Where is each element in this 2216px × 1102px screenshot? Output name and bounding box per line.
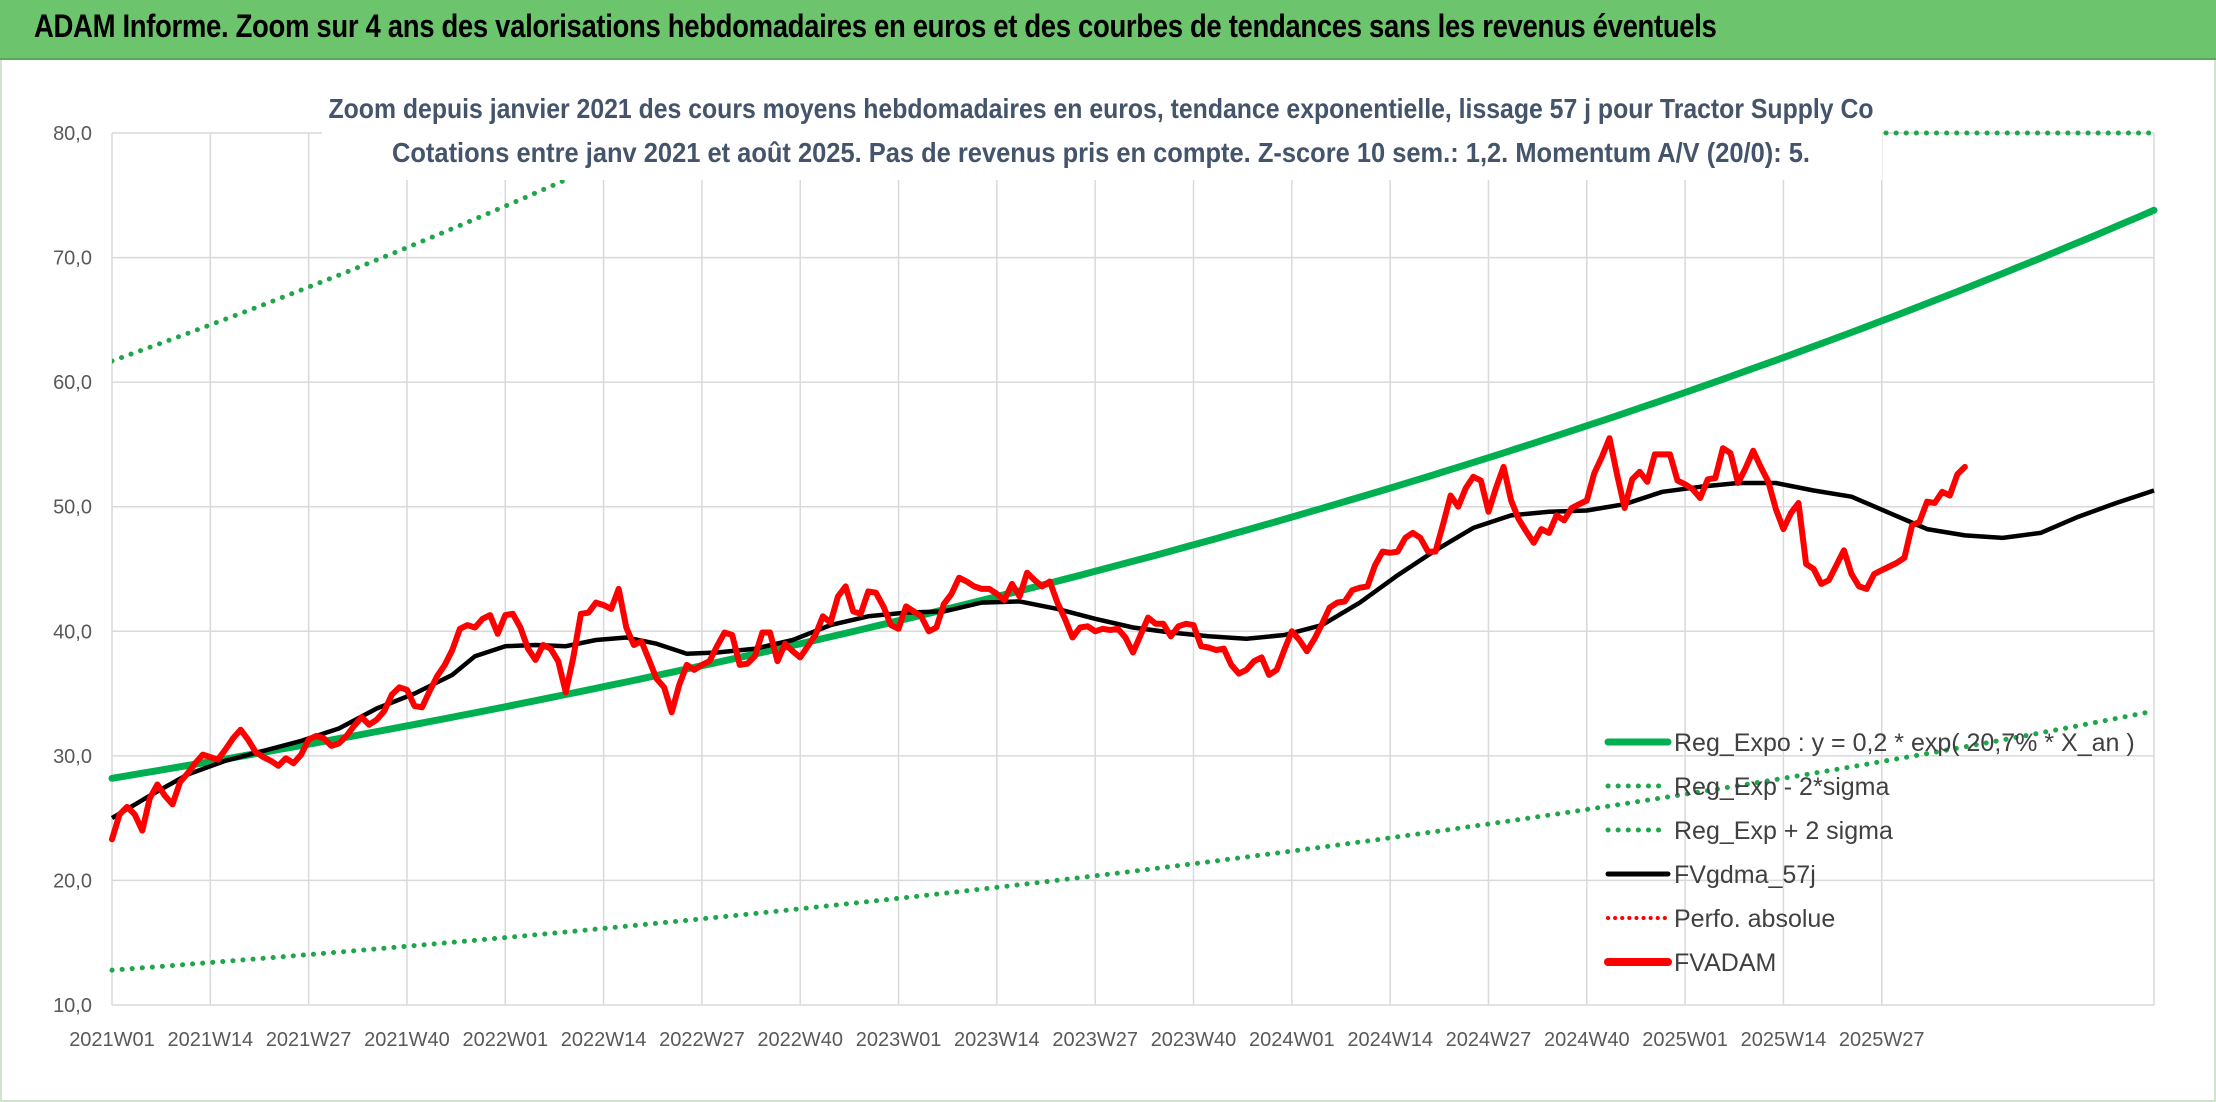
- legend-label: Perfo. absolue: [1674, 905, 1835, 933]
- x-tick-label: 2021W14: [168, 1029, 254, 1051]
- legend: Reg_Expo : y = 0,2 * exp( 20,7% * X_an )…: [1604, 729, 2135, 977]
- banner-title: ADAM Informe. Zoom sur 4 ans des valoris…: [34, 8, 1717, 44]
- y-tick-label: 80,0: [53, 123, 92, 145]
- x-tick-label: 2023W27: [1052, 1029, 1138, 1051]
- chart-title-block: Zoom depuis janvier 2021 des cours moyen…: [322, 84, 1882, 180]
- x-tick-label: 2025W14: [1741, 1029, 1827, 1051]
- reg-expo-trend-line: [108, 206, 2158, 782]
- legend-label: FVADAM: [1674, 949, 1776, 977]
- x-tick-label: 2024W40: [1544, 1029, 1630, 1051]
- x-tick-label: 2021W27: [266, 1029, 352, 1051]
- legend-label: Reg_Expo : y = 0,2 * exp( 20,7% * X_an ): [1674, 729, 2135, 757]
- x-tick-label: 2025W27: [1839, 1029, 1925, 1051]
- fvadam-price-line: [109, 435, 1968, 843]
- chart-title-line2: Cotations entre janv 2021 et août 2025. …: [392, 137, 1810, 168]
- x-tick-label: 2022W27: [659, 1029, 745, 1051]
- y-tick-label: 40,0: [53, 621, 92, 643]
- legend-label: Reg_Exp - 2*sigma: [1674, 773, 1889, 801]
- x-tick-label: 2021W01: [69, 1029, 155, 1051]
- chart-title-line1: Zoom depuis janvier 2021 des cours moyen…: [329, 93, 1874, 124]
- fvgdma-57j-line: [110, 480, 2155, 821]
- series-layer: [108, 130, 2158, 973]
- x-tick-label: 2023W01: [856, 1029, 942, 1051]
- x-tick-label: 2023W14: [954, 1029, 1040, 1051]
- y-tick-label: 50,0: [53, 497, 92, 519]
- x-tick-label: 2024W01: [1249, 1029, 1335, 1051]
- y-tick-label: 10,0: [53, 995, 92, 1017]
- x-tick-label: 2023W40: [1151, 1029, 1237, 1051]
- grid-layer: [111, 132, 2155, 1006]
- x-axis-labels: 2021W01 2021W14 2021W27 2021W40 2022W01 2022W…: [69, 1029, 1924, 1051]
- y-axis-labels: 10,0 20,0 30,0 40,0 50,0 60,0 70,0 80,0: [53, 123, 92, 1017]
- x-tick-label: 2024W27: [1446, 1029, 1532, 1051]
- x-tick-label: 2025W01: [1642, 1029, 1728, 1051]
- y-tick-label: 30,0: [53, 746, 92, 768]
- reg-exp-plus-2sigma-line: [112, 131, 679, 364]
- x-tick-label: 2024W14: [1347, 1029, 1433, 1051]
- x-tick-label: 2022W14: [561, 1029, 647, 1051]
- y-tick-label: 20,0: [53, 870, 92, 892]
- header-banner: ADAM Informe. Zoom sur 4 ans des valoris…: [0, 0, 2216, 60]
- x-tick-label: 2021W40: [364, 1029, 450, 1051]
- x-tick-label: 2022W40: [757, 1029, 843, 1051]
- x-tick-label: 2022W01: [462, 1029, 548, 1051]
- legend-label: FVgdma_57j: [1674, 861, 1816, 889]
- y-tick-label: 70,0: [53, 248, 92, 270]
- y-tick-label: 60,0: [53, 372, 92, 394]
- title-background: [322, 84, 1882, 180]
- legend-label: Reg_Exp + 2 sigma: [1674, 817, 1893, 845]
- reg-exp-minus-2sigma-line: [109, 708, 2157, 973]
